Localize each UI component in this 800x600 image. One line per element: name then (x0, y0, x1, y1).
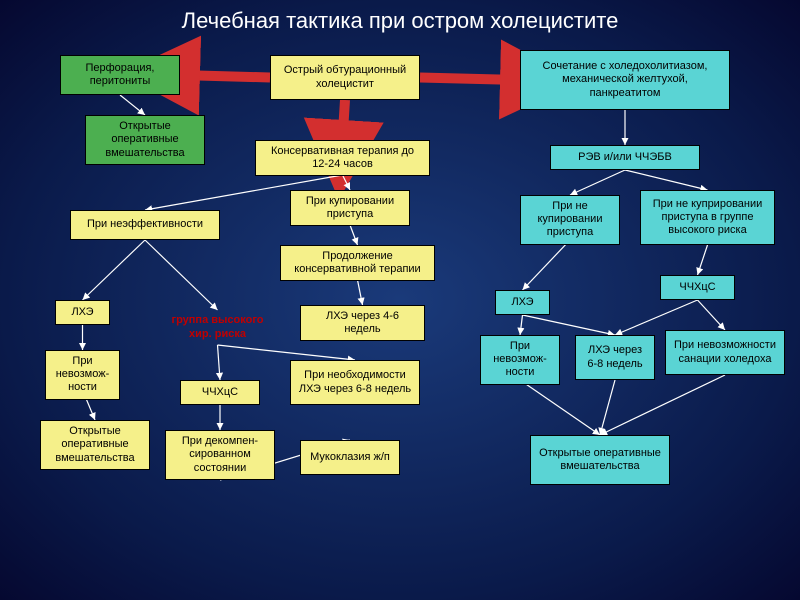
node-n9: Продолжение консервативной терапии (280, 245, 435, 281)
node-n5: Консервативная терапия до 12-24 часов (255, 140, 430, 176)
node-n25: Мукоклазия ж/п (300, 440, 400, 475)
node-n22: При невозможности санации холедоха (665, 330, 785, 375)
node-n3: Сочетание с холедохолитиазом, механическ… (520, 50, 730, 110)
node-n16: ЧЧХцС (660, 275, 735, 300)
node-n7: При неэффективности (70, 210, 220, 240)
node-n1: Перфорация, перитониты (60, 55, 180, 95)
node-n23: Открытые оперативные вмешательства (40, 420, 150, 470)
node-n18: ЧЧХцС (180, 380, 260, 405)
node-n20: При невозмож-ности (480, 335, 560, 385)
node-n8: При купировании приступа (290, 190, 410, 226)
node-n10: При не купировании приступа (520, 195, 620, 245)
node-n21: ЛХЭ через 6-8 недель (575, 335, 655, 380)
node-n24: При декомпен-сированном состоянии (165, 430, 275, 480)
node-n26: Открытые оперативные вмешательства (530, 435, 670, 485)
node-n6: РЭВ и/или ЧЧЭБВ (550, 145, 700, 170)
node-n11: При не куприровании приступа в группе вы… (640, 190, 775, 245)
node-n17: При невозмож-ности (45, 350, 120, 400)
node-n2: Острый обтурационный холецистит (270, 55, 420, 100)
node-n19: При необходимости ЛХЭ через 6-8 недель (290, 360, 420, 405)
node-n13: группа высокого хир. риска (155, 310, 280, 345)
node-n15: ЛХЭ (495, 290, 550, 315)
page-title: Лечебная тактика при остром холецистите (0, 0, 800, 38)
node-n4: Открытые оперативные вмешательства (85, 115, 205, 165)
node-n14: ЛХЭ через 4-6 недель (300, 305, 425, 341)
node-n12: ЛХЭ (55, 300, 110, 325)
